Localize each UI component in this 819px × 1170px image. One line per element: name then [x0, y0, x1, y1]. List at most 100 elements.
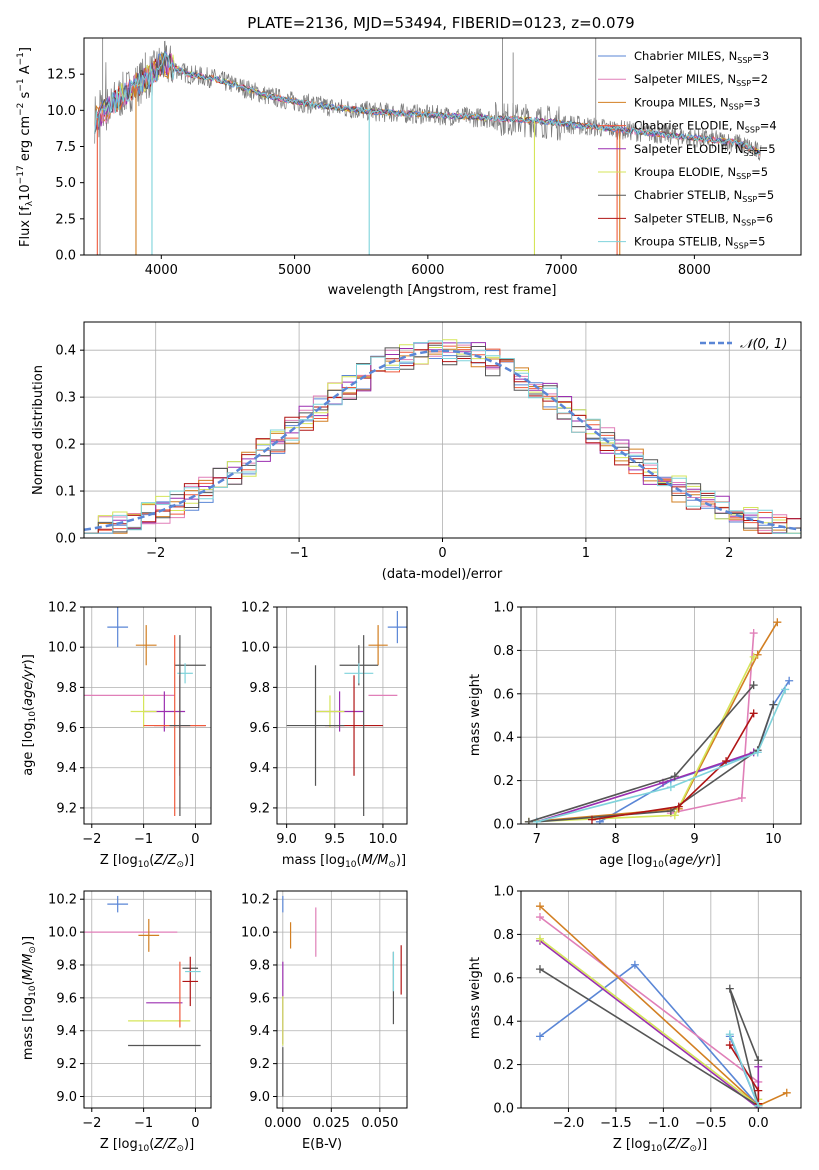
y-tick-label: 9.2: [56, 1057, 77, 1072]
panel-frame: [83, 890, 212, 1109]
data-point-marker: [670, 772, 679, 781]
x-tick-label: 5000: [278, 263, 311, 278]
data-point-marker: [524, 817, 533, 824]
series-line: [528, 621, 778, 823]
residuals-legend: 𝒩(0, 1): [700, 337, 787, 352]
x-tick-label: 7000: [545, 263, 578, 278]
data-point-marker: [535, 1032, 544, 1041]
data-point-marker: [666, 783, 675, 792]
data-point-marker: [674, 802, 683, 811]
series-line: [670, 632, 755, 814]
y-tick-label: 0.1: [55, 485, 76, 500]
y-tick-label: 10.0: [241, 641, 270, 656]
y-tick-label: 9.0: [249, 1090, 270, 1105]
panel-frame: [520, 606, 802, 825]
y-tick-label: 0.0: [55, 249, 76, 264]
y-tick-label: 0.6: [493, 687, 514, 702]
data-point-marker: [630, 960, 639, 969]
mass-vs-ebv-panel: 0.000 0.025 0.050 9.0 9.2 9.4 9.6 9.8 10.0 10.2: [241, 890, 408, 1131]
x-tick-label: 10.0: [368, 832, 397, 847]
spectrum-legend: Chabrier MILES, NSSP=3 Salpeter MILES, NS…: [598, 49, 777, 251]
data-point-marker: [749, 652, 758, 661]
data-point-marker: [785, 676, 794, 685]
residuals-plot-area: [84, 339, 801, 538]
panel-frame: [276, 890, 408, 1109]
data-point-marker: [773, 618, 782, 627]
y-tick-label: 0.3: [55, 391, 76, 406]
weight-vs-Z-panel: −2.0 −1.5 −1.0 −0.5 0.0 0.0 0.2 0.4 0.6 0.8 1.0: [493, 885, 802, 1131]
y-tick-label: 9.4: [56, 761, 77, 776]
y-tick-label: 10.0: [241, 926, 270, 941]
legend-entry: Salpeter MILES, NSSP=2: [634, 72, 768, 88]
age-vs-Z-ylabel: age [log10(age/yr)]: [21, 654, 38, 776]
y-tick-label: 9.2: [249, 1057, 270, 1072]
mass-vs-Z-ylabel: mass [log10(M/M⊙)]: [21, 936, 38, 1060]
y-tick-label: 0.0: [493, 1102, 514, 1117]
x-tick-label: −2.0: [553, 1116, 585, 1131]
legend-entry: Chabrier MILES, NSSP=3: [634, 49, 769, 65]
mass-vs-Z-xlabel: Z [log10(Z/Z⊙)]: [100, 1137, 194, 1154]
series-line: [729, 1033, 760, 1107]
y-tick-label: 2.5: [55, 212, 76, 227]
y-tick-label: 0.4: [493, 1015, 514, 1030]
residuals-ticks: −2 −1 0 1 2 0.0 0.1 0.2 0.3 0.4: [55, 344, 733, 561]
legend-entry: Chabrier STELIB, NSSP=5: [634, 188, 774, 204]
x-tick-label: 0: [191, 1116, 199, 1131]
legend-entry: Salpeter ELODIE, NSSP=5: [634, 142, 776, 158]
panel-frame: [520, 890, 802, 1109]
data-point-marker: [769, 700, 778, 709]
y-tick-label: 9.8: [56, 681, 77, 696]
y-tick-label: 10.0: [47, 104, 76, 119]
mass-vs-Z-panel: −2 −1 0 9.0 9.2 9.4 9.6 9.8 10.0 10.2: [48, 890, 212, 1131]
data-point-marker: [754, 1056, 763, 1065]
y-tick-label: 10.2: [48, 601, 77, 616]
x-tick-label: −1.0: [648, 1116, 680, 1131]
x-tick-label: 6000: [411, 263, 444, 278]
age-vs-mass-panel: 9.0 9.5 10.0 9.2 9.4 9.6 9.8 10.0 10.2: [241, 601, 408, 847]
y-tick-label: 0.4: [55, 344, 76, 359]
panel-frame: [276, 606, 408, 825]
x-tick-label: 0: [191, 832, 199, 847]
data-point-marker: [587, 815, 596, 824]
weight-vs-Z-ylabel: mass weight: [468, 957, 483, 1039]
x-tick-label: −2: [82, 832, 101, 847]
model-spectrum-line: [94, 52, 761, 155]
legend-entry: Salpeter STELIB, NSSP=6: [634, 211, 773, 227]
x-tick-label: −2: [82, 1116, 101, 1131]
y-tick-label: 0.2: [493, 1058, 514, 1073]
data-point-marker: [737, 793, 746, 802]
normal-curve: [84, 349, 801, 532]
age-vs-Z-xlabel: Z [log10(Z/Z⊙)]: [100, 853, 194, 870]
y-tick-label: 10.2: [241, 601, 270, 616]
x-tick-label: −1: [134, 832, 153, 847]
x-tick-label: −2: [146, 546, 165, 561]
weight-vs-Z-xlabel: Z [log10(Z/Z⊙)]: [613, 1137, 707, 1154]
spectrum-ylabel: Flux [fλ10−17 erg cm−2 s−1 A−1]: [16, 47, 35, 247]
y-tick-label: 9.4: [56, 1024, 77, 1039]
y-tick-label: 10.2: [48, 893, 77, 908]
model-spectrum-line: [94, 53, 761, 154]
series-line: [536, 704, 775, 823]
residuals-ylabel: Normed distribution: [31, 365, 46, 495]
x-tick-label: 8000: [678, 263, 711, 278]
y-tick-label: 9.4: [249, 1024, 270, 1039]
data-point-marker: [749, 709, 758, 718]
x-tick-label: −1: [134, 1116, 153, 1131]
data-point-marker: [782, 1088, 791, 1097]
data-point-marker: [670, 811, 679, 820]
x-tick-label: 0.025: [313, 1116, 350, 1131]
data-point-marker: [535, 934, 544, 943]
y-tick-label: 0.4: [493, 731, 514, 746]
x-tick-label: 0.050: [361, 1116, 398, 1131]
legend-entry: Kroupa ELODIE, NSSP=5: [634, 165, 768, 181]
mass-vs-ebv-xlabel: E(B-V): [302, 1137, 342, 1152]
y-tick-label: 0.8: [493, 644, 514, 659]
data-point-marker: [725, 1041, 734, 1050]
legend-entry: Kroupa STELIB, NSSP=5: [634, 235, 765, 251]
spectrum-ticks: 4000 5000 6000 7000 8000 0.0 2.5 5.0 7.5 10.0 12.5: [47, 68, 711, 278]
y-tick-label: 0.6: [493, 971, 514, 986]
data-point-marker: [749, 681, 758, 690]
y-tick-label: 9.8: [56, 958, 77, 973]
x-tick-label: 9.5: [324, 832, 345, 847]
